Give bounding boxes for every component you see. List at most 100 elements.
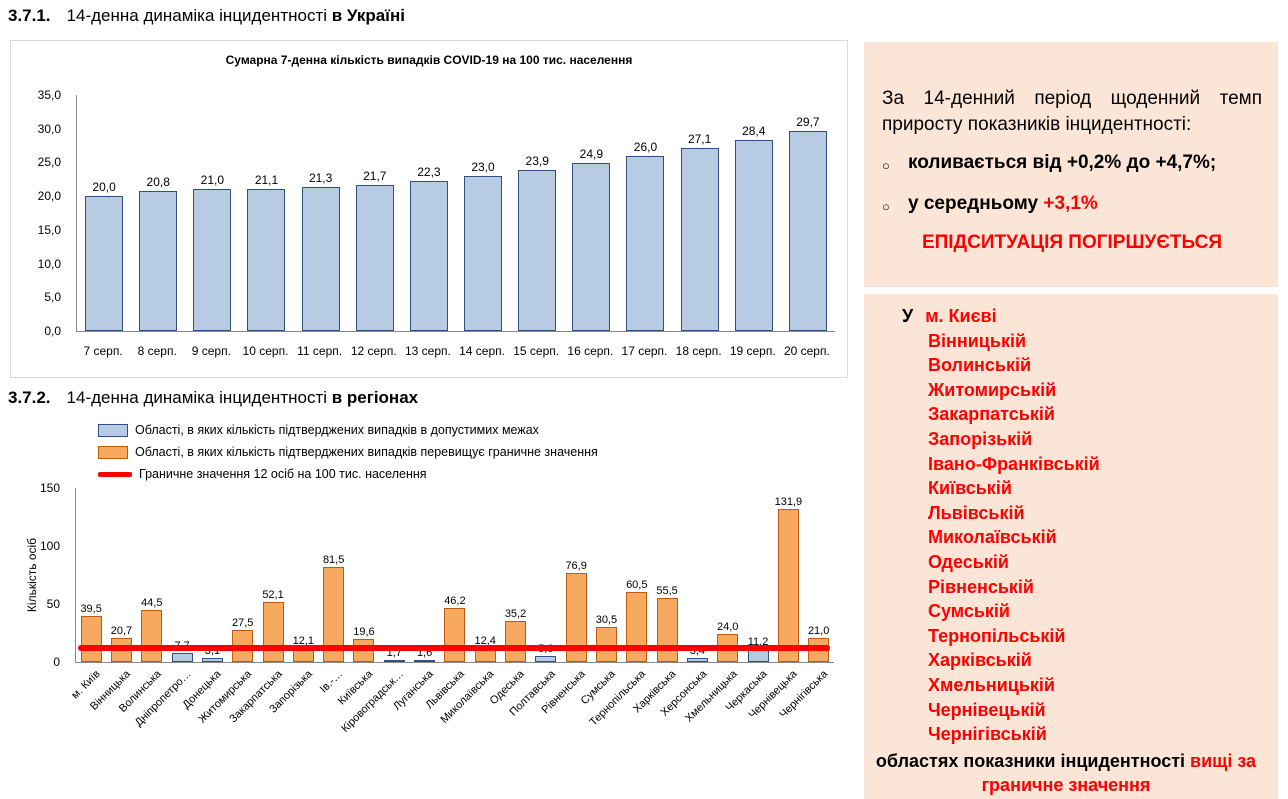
bar-value-label: 60,5 [626,578,648,591]
region-name: Вінницькій [928,330,1027,351]
bar-value-label: 21,0 [200,173,225,188]
bar-group: 26,0 [618,95,672,331]
bar-value-label: 11,2 [747,636,769,649]
bar-value-label: 27,5 [232,617,254,630]
legend-item: Області, в яких кількість підтверджених … [98,420,598,440]
bar-group: 19,6 [349,488,379,662]
bar [409,180,448,331]
bar-group: 81,5 [319,488,349,662]
region-list-prefix: У [902,306,914,326]
footer-text: областях показники інцидентності [875,750,1191,771]
region-name: Миколаївській [928,527,1057,548]
bar-value-label: 52,1 [262,588,284,601]
y-axis-ticks: 0,0 5,0 10,0 15,0 20,0 25,0 30,0 35,0 [11,88,69,338]
threshold-line [78,645,830,652]
bar [518,169,557,331]
bar [464,175,503,331]
y-axis-tick-label: 10,0 [37,256,61,271]
bar-group: 20,8 [131,95,185,331]
bar-group: 52,1 [258,488,288,662]
bar-group: 20,0 [77,95,131,331]
bar [777,509,799,662]
x-axis-label: 12 серп. [350,344,397,358]
region-name: Чернігівській [928,724,1047,745]
x-axis-label: 17 серп. [621,344,668,358]
bar-group: 24,9 [564,95,618,331]
section-number: 3.7.1. [8,6,51,25]
section-heading-3-7-1: 3.7.1. 14-денна динаміка інцидентності в … [8,6,405,26]
legend-label: Області, в яких кількість підтверджених … [135,445,598,459]
footer-text-highlight: вищі за граничне значення [981,750,1257,795]
bar-group: 55,5 [652,488,682,662]
x-axis-label: 7 серп. [83,344,123,358]
blue-bar-swatch [98,423,128,437]
bar [505,621,527,662]
bar-value-label: 44,5 [141,597,163,610]
bar-value-label: 29,7 [796,114,820,129]
x-axis-labels: 7 серп. 8 серп. 9 серп. 10 серп. 11 серп. 12 … [76,337,834,358]
region-name: Закарпатській [928,404,1055,425]
bar-group: 21,1 [239,95,293,331]
bar-group: 27,5 [228,488,258,662]
x-axis-label: Ів.-… [317,668,346,696]
y-axis-tick-label: 20,0 [37,189,61,204]
bar-value-label: 81,5 [322,554,345,567]
plot-area: 39,5 20,7 44,5 7,73,1 27,5 52,1 12,1 81,5 19,6 1,… [75,488,834,663]
bar-value-label: 23,9 [525,153,549,168]
bar-group: 3,1 [197,488,227,662]
bullet-marker: ○ [882,158,890,173]
bullet-average: ○ у середньому +3,1% [882,191,1262,220]
bar-group: 22,3 [402,95,456,331]
bars-container: 20,0 20,8 21,0 21,1 21,3 21,7 22,3 23,0 23,9 24,9… [77,95,835,331]
section-title-bold: в Україні [331,6,405,25]
bar-group: 23,0 [456,95,510,331]
bar-group: 1,6 [409,488,439,662]
bar-group: 3,4 [682,488,712,662]
bar-group: 76,9 [561,488,591,662]
bar-value-label: 28,4 [742,123,766,138]
region-name: Рівненській [928,576,1034,597]
bar-value-label: 12,4 [474,634,496,647]
bar-value-label: 39,5 [80,603,102,616]
y-axis-tick-label: 35,0 [37,88,61,102]
bar [734,139,773,331]
bullet-range-text: коливається від +0,2% до +4,7%; [908,152,1217,173]
section-title-bold: в регіонах [331,388,419,407]
commentary-intro: За 14-денний період щоденний темп прирос… [882,88,1262,135]
bar-group: 35,2 [500,488,530,662]
section-number: 3.7.2. [8,388,51,407]
bar [323,567,345,662]
bar-value-label: 76,9 [565,559,587,572]
bar-value-label: 20,8 [146,174,170,189]
bar-value-label: 46,2 [444,595,466,608]
bar [565,572,587,662]
bar-group: 21,0 [185,95,239,331]
legend-label: Граничне значення 12 осіб на 100 тис. на… [139,467,427,481]
bar-value-label: 30,5 [595,613,618,626]
x-axis-labels: м. Київ Вінницька Волинська Дніпропетро… Дон… [69,664,833,774]
y-axis-tick-label: 5,0 [44,290,61,305]
bar-group: 12,1 [288,488,318,662]
bar [626,591,648,662]
region-name: Хмельницькій [928,674,1055,695]
region-name: Харківській [928,650,1032,671]
bar [680,148,719,331]
bar-group: 23,9 [510,95,564,331]
bar-value-label: 21,1 [254,172,279,187]
bar [572,163,611,331]
bullet-range: ○ коливається від +0,2% до +4,7%; [882,150,1262,179]
section-title: 14-денна динаміка інцидентності [66,6,332,25]
bar [139,190,178,331]
bar [626,155,665,331]
regional-incidence-chart: Області, в яких кількість підтверджених … [10,412,848,799]
bar [141,610,163,662]
bar-group: 131,9 [773,488,803,662]
bar-value-label: 24,0 [717,621,739,634]
national-incidence-chart: Сумарна 7-денна кількість випадків COVID… [10,40,848,378]
bullet-marker: ○ [882,199,890,214]
bar-group: 28,4 [727,95,781,331]
bar [414,660,436,662]
region-name: Житомирській [928,379,1057,400]
